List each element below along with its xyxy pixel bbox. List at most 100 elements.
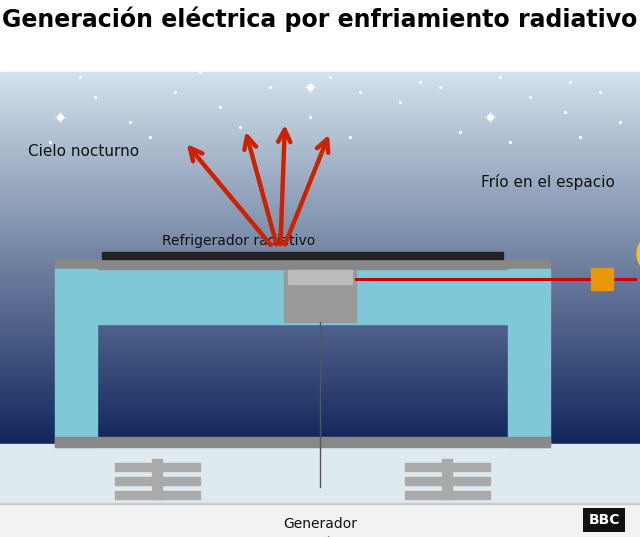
Bar xyxy=(405,477,490,485)
Bar xyxy=(0,204,640,207)
Bar xyxy=(0,257,640,260)
Bar xyxy=(0,128,640,132)
Bar xyxy=(0,144,640,147)
Bar xyxy=(0,84,640,88)
Bar xyxy=(284,270,356,322)
Bar xyxy=(0,242,640,245)
Bar xyxy=(0,270,640,273)
Bar xyxy=(0,424,640,427)
Bar xyxy=(0,308,640,311)
Bar xyxy=(0,223,640,226)
Bar xyxy=(0,292,640,295)
Bar xyxy=(0,380,640,383)
Bar xyxy=(0,182,640,185)
Bar xyxy=(115,477,200,485)
Bar xyxy=(0,339,640,342)
Text: BBC: BBC xyxy=(588,513,620,527)
Bar xyxy=(0,282,640,286)
Bar xyxy=(0,355,640,358)
Bar xyxy=(442,459,452,499)
Bar xyxy=(0,91,640,94)
Bar xyxy=(0,251,640,254)
Bar xyxy=(0,433,640,437)
Bar xyxy=(0,238,640,242)
Bar xyxy=(102,252,503,259)
Bar xyxy=(115,491,200,499)
Bar xyxy=(0,326,640,330)
Bar xyxy=(0,191,640,194)
Bar xyxy=(0,444,640,537)
Bar xyxy=(0,393,640,396)
Bar xyxy=(55,437,550,447)
Bar xyxy=(508,269,550,447)
Bar xyxy=(0,405,640,408)
Bar xyxy=(97,269,508,324)
Bar xyxy=(0,220,640,223)
Bar xyxy=(0,345,640,349)
Bar xyxy=(0,254,640,257)
Bar xyxy=(288,270,352,284)
Bar xyxy=(0,207,640,210)
Bar xyxy=(0,119,640,122)
Bar xyxy=(0,440,640,442)
Bar xyxy=(0,358,640,361)
Bar xyxy=(0,503,640,537)
Bar xyxy=(0,383,640,386)
Bar xyxy=(0,402,640,405)
Bar xyxy=(0,138,640,141)
Bar xyxy=(0,418,640,420)
Bar xyxy=(0,289,640,292)
Bar xyxy=(0,198,640,201)
Bar xyxy=(0,160,640,163)
Bar xyxy=(0,176,640,179)
Bar xyxy=(0,116,640,119)
Bar xyxy=(0,100,640,104)
Bar xyxy=(0,104,640,106)
Bar xyxy=(0,399,640,402)
Bar xyxy=(0,323,640,326)
Bar xyxy=(0,420,640,424)
Text: Refrigerador radiativo: Refrigerador radiativo xyxy=(162,234,316,248)
Bar xyxy=(0,437,640,440)
Bar xyxy=(0,396,640,399)
Bar xyxy=(0,166,640,169)
Bar xyxy=(0,113,640,116)
Text: Generación eléctrica por enfriamiento radiativo: Generación eléctrica por enfriamiento ra… xyxy=(3,6,637,32)
Bar xyxy=(0,267,640,270)
Bar xyxy=(0,82,640,84)
Bar xyxy=(0,110,640,113)
Bar xyxy=(0,386,640,389)
Bar xyxy=(0,169,640,172)
Bar xyxy=(0,106,640,110)
Bar xyxy=(0,88,640,91)
Bar xyxy=(0,194,640,198)
Bar xyxy=(0,442,640,446)
Bar xyxy=(0,245,640,248)
Bar xyxy=(591,268,613,290)
Bar xyxy=(0,408,640,411)
Bar xyxy=(55,269,97,447)
Bar xyxy=(0,122,640,126)
Bar xyxy=(0,97,640,100)
Bar xyxy=(0,298,640,301)
Bar xyxy=(0,235,640,238)
Bar xyxy=(0,415,640,418)
Bar xyxy=(0,75,640,78)
Bar xyxy=(0,364,640,367)
Bar xyxy=(0,286,640,289)
Circle shape xyxy=(637,234,640,274)
Bar xyxy=(0,260,640,264)
Bar xyxy=(0,179,640,182)
Text: Cielo nocturno: Cielo nocturno xyxy=(28,144,139,159)
Bar xyxy=(0,126,640,128)
Bar xyxy=(0,157,640,160)
Bar xyxy=(0,232,640,235)
Bar xyxy=(0,78,640,82)
Bar xyxy=(0,389,640,393)
Bar xyxy=(0,141,640,144)
Bar xyxy=(0,430,640,433)
Bar xyxy=(0,279,640,282)
Bar xyxy=(405,463,490,471)
Bar xyxy=(0,371,640,374)
Bar xyxy=(0,320,640,323)
